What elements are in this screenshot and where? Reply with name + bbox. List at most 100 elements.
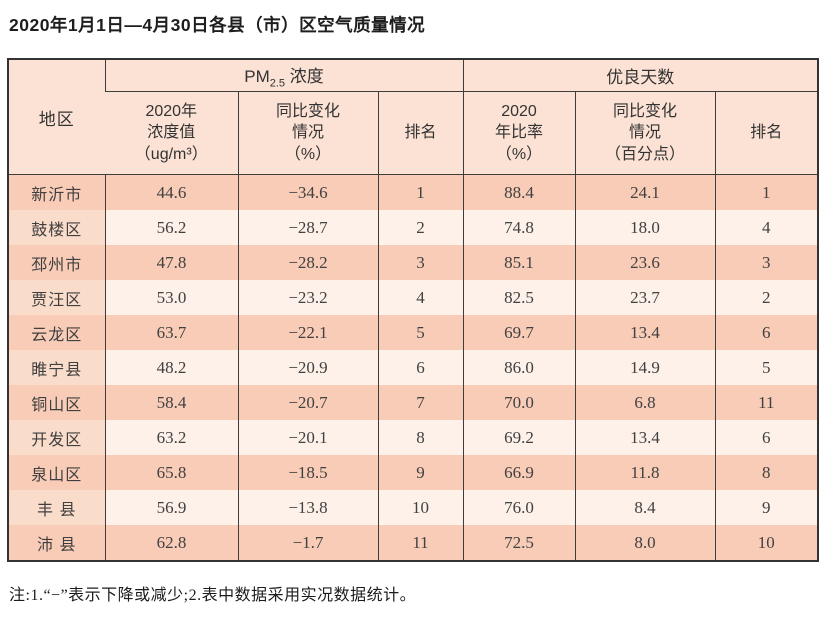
table-row: 泉山区 65.8 −18.5 9 66.9 11.8 8 xyxy=(8,455,819,490)
cell-pm-change: −28.2 xyxy=(237,245,378,280)
column-group-pm25: PM2.5 浓度 xyxy=(104,59,463,92)
cell-region: 泉山区 xyxy=(31,466,83,484)
cell-good-change: 13.4 xyxy=(574,420,715,455)
cell-good-change: 11.8 xyxy=(574,455,715,490)
cell-pm-rank: 1 xyxy=(377,174,463,210)
cell-pm-rank: 5 xyxy=(377,315,463,350)
page: 2020年1月1日—4月30日各县（市）区空气质量情况 地区 PM2.5 浓度 … xyxy=(7,15,820,604)
cell-pm-rank: 2 xyxy=(377,210,463,245)
sub-header-row: 2020年 浓度值 （ug/m³） 同比变化 情况 （%） 排名 2020 年比… xyxy=(8,91,819,175)
column-header-good-rank: 排名 xyxy=(714,91,819,175)
cell-pm-rank: 11 xyxy=(377,525,463,561)
air-quality-table: 地区 PM2.5 浓度 优良天数 2020年 浓度值 （ug/m³） 同比变化 … xyxy=(7,58,820,562)
cell-region: 开发区 xyxy=(8,420,105,455)
cell-pm-rank: 9 xyxy=(377,455,463,490)
table-row: 贾汪区 53.0 −23.2 4 82.5 23.7 2 xyxy=(8,280,819,315)
column-header-pm-change: 同比变化 情况 （%） xyxy=(237,91,378,175)
table-row: 邳州市 47.8 −28.2 3 85.1 23.6 3 xyxy=(8,245,819,280)
cell-pm-value: 63.7 xyxy=(104,315,238,350)
cell-good-rate: 72.5 xyxy=(462,525,575,561)
cell-pm-rank: 7 xyxy=(377,385,463,420)
cell-good-change: 6.8 xyxy=(574,385,715,420)
cell-pm-value: 56.2 xyxy=(104,210,238,245)
column-header-pm-rank: 排名 xyxy=(377,91,463,175)
cell-region: 丰 县 xyxy=(8,490,105,525)
cell-good-rate: 69.2 xyxy=(462,420,575,455)
cell-pm-rank: 4 xyxy=(377,280,463,315)
cell-good-rank: 6 xyxy=(714,315,819,350)
cell-pm-rank: 8 xyxy=(377,420,463,455)
cell-good-rank: 2 xyxy=(714,280,819,315)
cell-region: 鼓楼区 xyxy=(8,210,105,245)
cell-good-rate: 69.7 xyxy=(462,315,575,350)
cell-good-change: 14.9 xyxy=(574,350,715,385)
column-group-good-days: 优良天数 xyxy=(462,59,819,92)
cell-good-rate: 66.9 xyxy=(462,455,575,490)
cell-region: 邳州市 xyxy=(31,256,83,274)
cell-good-rate: 82.5 xyxy=(462,280,575,315)
cell-good-rank: 1 xyxy=(714,174,819,210)
cell-good-change: 18.0 xyxy=(574,210,715,245)
table-row: 铜山区 58.4 −20.7 7 70.0 6.8 11 xyxy=(8,385,819,420)
cell-pm-change: −20.9 xyxy=(237,350,378,385)
cell-pm-value: 48.2 xyxy=(104,350,238,385)
cell-region: 铜山区 xyxy=(31,396,83,414)
cell-pm-change: −23.2 xyxy=(237,280,378,315)
table-header: 地区 PM2.5 浓度 优良天数 2020年 浓度值 （ug/m³） 同比变化 … xyxy=(8,59,819,175)
cell-good-rank: 11 xyxy=(714,385,819,420)
cell-good-rate: 88.4 xyxy=(462,174,575,210)
cell-pm-change: −1.7 xyxy=(237,525,378,561)
cell-good-change: 23.6 xyxy=(574,245,715,280)
cell-region: 沛 县 xyxy=(37,536,77,554)
cell-pm-value: 62.8 xyxy=(104,525,238,561)
column-header-pm-value: 2020年 浓度值 （ug/m³） xyxy=(105,91,238,175)
cell-good-rate: 74.8 xyxy=(462,210,575,245)
cell-region: 睢宁县 xyxy=(8,350,105,385)
cell-good-rate: 86.0 xyxy=(462,350,575,385)
pm25-label-suffix: 浓度 xyxy=(285,66,324,86)
cell-good-rank: 8 xyxy=(714,455,819,490)
cell-region: 贾汪区 xyxy=(8,280,105,315)
cell-pm-change: −34.6 xyxy=(237,174,378,210)
column-header-good-change: 同比变化 情况 （百分点） xyxy=(574,91,715,175)
cell-good-change: 23.7 xyxy=(574,280,715,315)
cell-good-rank: 5 xyxy=(714,350,819,385)
cell-good-rate: 76.0 xyxy=(462,490,575,525)
cell-pm-value: 53.0 xyxy=(104,280,238,315)
cell-region: 云龙区 xyxy=(31,326,83,344)
cell-good-rank: 6 xyxy=(714,420,819,455)
table-body: 新沂市 44.6 −34.6 1 88.4 24.1 1 鼓楼区 56.2 −2… xyxy=(8,174,819,561)
column-header-good-rate: 2020 年比率 （%） xyxy=(462,91,575,175)
cell-good-change: 8.4 xyxy=(574,490,715,525)
cell-pm-rank: 10 xyxy=(377,490,463,525)
cell-good-change: 13.4 xyxy=(574,315,715,350)
cell-good-rank: 4 xyxy=(714,210,819,245)
table-row: 云龙区 63.7 −22.1 5 69.7 13.4 6 xyxy=(8,315,819,350)
cell-good-rank: 3 xyxy=(714,245,819,280)
cell-pm-change: −20.7 xyxy=(237,385,378,420)
table-row: 沛 县 62.8 −1.7 11 72.5 8.0 10 xyxy=(8,525,819,561)
cell-good-rate: 70.0 xyxy=(462,385,575,420)
group-header-row: 地区 PM2.5 浓度 优良天数 xyxy=(8,59,819,175)
cell-good-rank: 9 xyxy=(714,490,819,525)
table-row: 鼓楼区 56.2 −28.7 2 74.8 18.0 4 xyxy=(8,210,819,245)
cell-good-change: 24.1 xyxy=(574,174,715,210)
cell-pm-value: 58.4 xyxy=(104,385,238,420)
table-row: 开发区 63.2 −20.1 8 69.2 13.4 6 xyxy=(8,420,819,455)
cell-pm-change: −18.5 xyxy=(237,455,378,490)
cell-region: 新沂市 xyxy=(31,186,83,204)
cell-pm-value: 44.6 xyxy=(104,174,238,210)
cell-pm-change: −22.1 xyxy=(237,315,378,350)
cell-pm-rank: 6 xyxy=(377,350,463,385)
column-header-region: 地区 xyxy=(8,59,105,175)
pm25-label-subscript: 2.5 xyxy=(269,77,286,90)
cell-pm-value: 47.8 xyxy=(104,245,238,280)
cell-pm-value: 65.8 xyxy=(104,455,238,490)
cell-pm-value: 56.9 xyxy=(104,490,238,525)
cell-pm-change: −20.1 xyxy=(237,420,378,455)
cell-pm-value: 63.2 xyxy=(104,420,238,455)
cell-pm-change: −28.7 xyxy=(237,210,378,245)
footnote: 注:1.“−”表示下降或减少;2.表中数据采用实况数据统计。 xyxy=(9,587,417,604)
page-title: 2020年1月1日—4月30日各县（市）区空气质量情况 xyxy=(9,15,426,35)
cell-good-rate: 85.1 xyxy=(462,245,575,280)
